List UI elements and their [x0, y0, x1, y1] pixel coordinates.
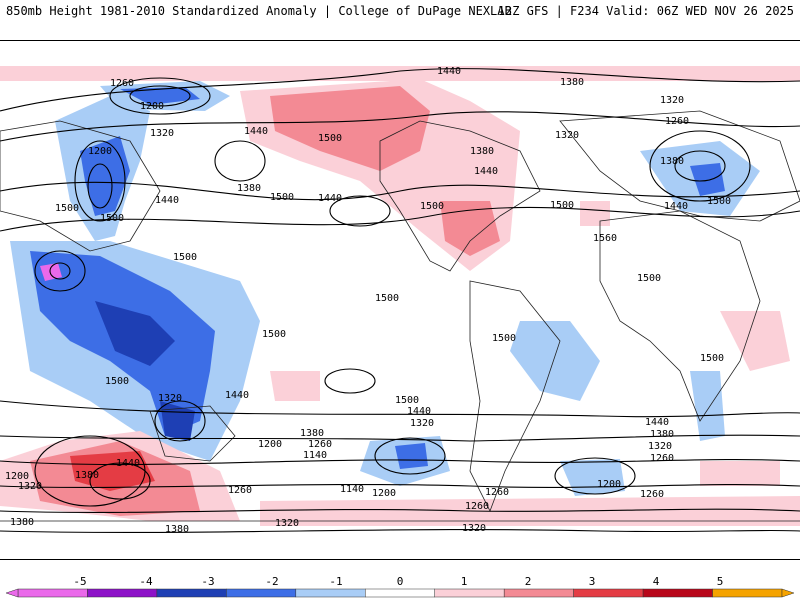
- contour-label: 1380: [560, 77, 584, 88]
- contour-label: 1260: [308, 439, 332, 450]
- contour-label: 1500: [707, 196, 731, 207]
- contour-label: 1500: [55, 203, 79, 214]
- colorbar-swatch: [642, 588, 713, 598]
- anomaly-map: 1260 1200 1320 1200 1440 1380 1320 1260 …: [0, 40, 800, 560]
- contour-label: 1440: [664, 201, 688, 212]
- contour-label: 1320: [660, 95, 684, 106]
- contour-label: 1260: [110, 78, 134, 89]
- contour-label: 1200: [140, 101, 164, 112]
- contour-label: 1200: [5, 471, 29, 482]
- contour-label: 1500: [173, 252, 197, 263]
- contour-label: 1200: [597, 479, 621, 490]
- contour-label: 1380: [75, 470, 99, 481]
- contour-label: 1320: [648, 441, 672, 452]
- colorbar-tick: -5: [73, 575, 86, 588]
- colorbar-tick: 2: [525, 575, 532, 588]
- contour-label: 1200: [258, 439, 282, 450]
- contour-label: 1440: [645, 417, 669, 428]
- contour-label: 1500: [262, 329, 286, 340]
- contour-label: 1500: [395, 395, 419, 406]
- colorbar-tick: -1: [329, 575, 342, 588]
- contour-label: 1500: [270, 192, 294, 203]
- colorbar-tick: -2: [265, 575, 278, 588]
- contour-label: 1440: [244, 126, 268, 137]
- contour-label: 1500: [420, 201, 444, 212]
- map-title: 850mb Height 1981-2010 Standardized Anom…: [6, 4, 512, 18]
- contour-label: 1500: [700, 353, 724, 364]
- height-contours: [0, 68, 800, 533]
- contour-label: 1440: [474, 166, 498, 177]
- contour-label: 1500: [375, 293, 399, 304]
- contour-label: 1500: [100, 213, 124, 224]
- contour-label: 1320: [275, 518, 299, 529]
- colorbar-swatch: [17, 588, 88, 598]
- contour-label: 1380: [237, 183, 261, 194]
- contour-label: 1380: [660, 156, 684, 167]
- colorbar-max-arrow: [781, 588, 795, 598]
- contour-label: 1440: [225, 390, 249, 401]
- contour-label: 1200: [372, 488, 396, 499]
- colorbar-tick: 0: [397, 575, 404, 588]
- contour-label: 1380: [10, 517, 34, 528]
- contour-label: 1260: [640, 489, 664, 500]
- contour-label: 1320: [158, 393, 182, 404]
- contour-label: 1500: [637, 273, 661, 284]
- colorbar-swatch: [87, 588, 158, 598]
- contour-label: 1260: [228, 485, 252, 496]
- contour-label: 1260: [465, 501, 489, 512]
- coastlines: [0, 110, 800, 522]
- colorbar-min-arrow: [5, 588, 19, 598]
- contour-label: 1140: [303, 450, 327, 461]
- colorbar-swatch: [503, 588, 574, 598]
- model-valid-time: 12Z GFS | F234 Valid: 06Z WED NOV 26 202…: [497, 4, 794, 18]
- contour-label: 1500: [105, 376, 129, 387]
- colorbar: -5 -4 -3 -2 -1 0 1 2 3 4 5: [0, 572, 800, 600]
- contour-label: 1320: [462, 523, 486, 534]
- colorbar-tick: 5: [717, 575, 724, 588]
- colorbar-swatch: [573, 588, 644, 598]
- contour-labels: 1260 1200 1320 1200 1440 1380 1320 1260 …: [5, 66, 731, 535]
- colorbar-swatch: [365, 588, 435, 598]
- contour-label: 1320: [555, 130, 579, 141]
- colorbar-swatch: [226, 588, 297, 598]
- colorbar-tick: 4: [653, 575, 660, 588]
- contour-label: 1440: [407, 406, 431, 417]
- contour-label: 1200: [88, 146, 112, 157]
- contour-label: 1260: [485, 487, 509, 498]
- contour-label: 1560: [593, 233, 617, 244]
- contour-label: 1500: [550, 200, 574, 211]
- contour-label: 1260: [665, 116, 689, 127]
- contour-label: 1260: [650, 453, 674, 464]
- contour-label: 1140: [340, 484, 364, 495]
- contour-label: 1440: [437, 66, 461, 77]
- contour-label: 1500: [492, 333, 516, 344]
- colorbar-tick: -3: [201, 575, 214, 588]
- contour-label: 1500: [318, 133, 342, 144]
- contour-label: 1380: [165, 524, 189, 535]
- colorbar-tick: -4: [139, 575, 153, 588]
- colorbar-swatch: [156, 588, 227, 598]
- contour-label: 1440: [318, 193, 342, 204]
- colorbar-swatch: [295, 588, 366, 598]
- contour-label: 1380: [300, 428, 324, 439]
- contour-label: 1440: [155, 195, 179, 206]
- contour-label: 1440: [116, 458, 140, 469]
- colorbar-tick: 3: [589, 575, 596, 588]
- colorbar-swatch: [712, 588, 783, 598]
- contour-label: 1320: [18, 481, 42, 492]
- contour-label: 1380: [470, 146, 494, 157]
- colorbar-swatch: [434, 588, 505, 598]
- contour-label: 1380: [650, 429, 674, 440]
- contour-label: 1320: [150, 128, 174, 139]
- colorbar-tick: 1: [461, 575, 468, 588]
- contour-label: 1320: [410, 418, 434, 429]
